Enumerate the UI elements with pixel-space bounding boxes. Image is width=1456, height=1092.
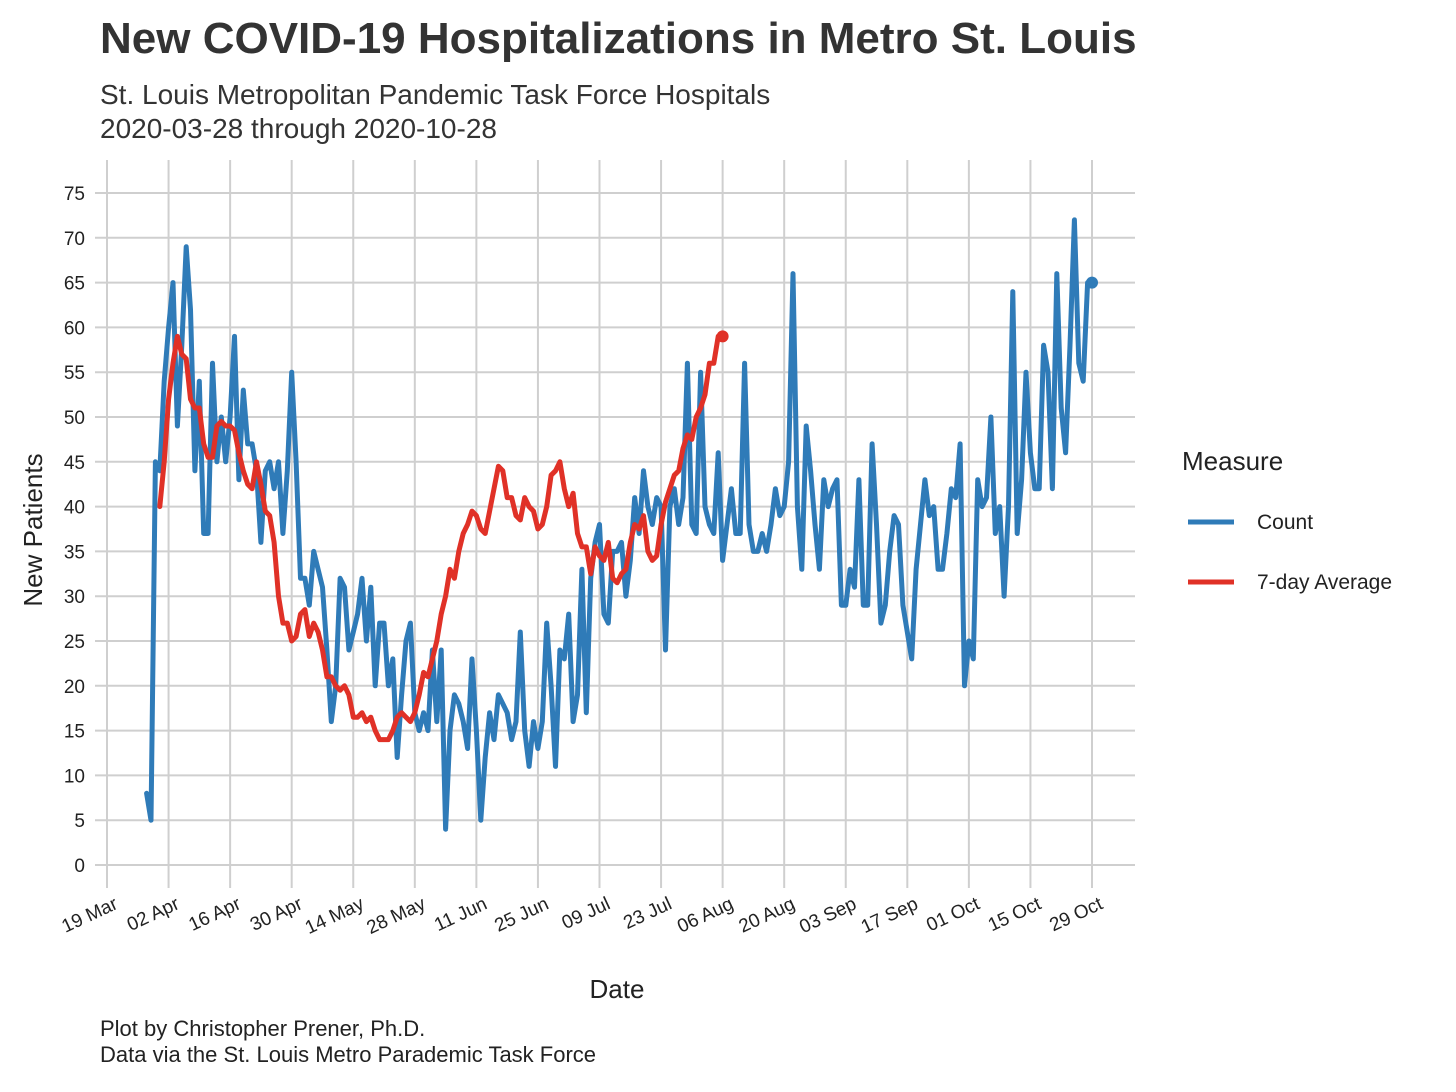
y-tick-label-75: 75 xyxy=(64,184,85,205)
y-tick-label-45: 45 xyxy=(64,453,85,474)
y-axis-ticks: 0 5 10 15 20 25 30 35 40 45 50 55 60 65 70 75 xyxy=(64,184,85,877)
series-line-count xyxy=(144,217,1095,832)
y-tick-label-35: 35 xyxy=(64,542,85,563)
x-tick-label-12: 03 Sep xyxy=(796,893,859,937)
grid-lines xyxy=(95,160,1135,888)
x-tick-label-8: 09 Jul xyxy=(559,893,614,933)
x-axis-title: Date xyxy=(590,974,645,1004)
y-tick-label-15: 15 xyxy=(64,722,85,743)
x-tick-label-5: 28 May xyxy=(364,893,430,939)
y-tick-label-0: 0 xyxy=(74,856,85,877)
x-tick-label-16: 29 Oct xyxy=(1046,893,1106,936)
x-tick-label-9: 23 Jul xyxy=(620,893,675,933)
series-layer xyxy=(144,217,1098,832)
legend-label-7-day-average: 7-day Average xyxy=(1257,571,1392,594)
x-tick-label-4: 14 May xyxy=(302,893,368,939)
y-tick-label-50: 50 xyxy=(64,408,85,429)
x-tick-label-14: 01 Oct xyxy=(923,893,983,936)
x-tick-label-7: 25 Jun xyxy=(491,893,552,936)
x-tick-label-3: 30 Apr xyxy=(247,893,306,936)
y-tick-label-60: 60 xyxy=(64,318,85,339)
subtitle-line-2: 2020-03-28 through 2020-10-28 xyxy=(100,113,497,144)
y-axis-title: New Patients xyxy=(18,453,48,606)
series-endpoint-count xyxy=(1086,276,1098,289)
x-tick-label-15: 15 Oct xyxy=(985,893,1045,936)
caption-line-1: Plot by Christopher Prener, Ph.D. xyxy=(100,1016,426,1041)
y-tick-label-10: 10 xyxy=(64,766,85,787)
x-tick-label-10: 06 Aug xyxy=(674,893,737,937)
legend-label-count: Count xyxy=(1257,511,1313,534)
x-tick-label-6: 11 Jun xyxy=(431,893,490,936)
chart-subtitle: St. Louis Metropolitan Pandemic Task For… xyxy=(100,78,770,146)
subtitle-line-1: St. Louis Metropolitan Pandemic Task For… xyxy=(100,79,771,110)
y-tick-label-5: 5 xyxy=(74,811,85,832)
x-tick-label-2: 16 Apr xyxy=(186,893,245,936)
x-tick-label-0: 19 Mar xyxy=(59,893,122,937)
x-tick-label-13: 17 Sep xyxy=(858,893,921,937)
chart-caption: Plot by Christopher Prener, Ph.D. Data v… xyxy=(100,1016,596,1068)
legend: Measure Count 7-day Average xyxy=(1182,446,1392,594)
y-tick-label-55: 55 xyxy=(64,363,85,384)
y-tick-label-40: 40 xyxy=(64,498,85,519)
x-tick-label-1: 02 Apr xyxy=(124,893,183,936)
caption-line-2: Data via the St. Louis Metro Parademic T… xyxy=(100,1042,597,1067)
y-tick-label-25: 25 xyxy=(64,632,85,653)
y-tick-label-20: 20 xyxy=(64,677,85,698)
legend-title: Measure xyxy=(1182,446,1283,476)
y-tick-label-65: 65 xyxy=(64,274,85,295)
series-line-7-day-average xyxy=(157,333,726,743)
chart-title: New COVID-19 Hospitalizations in Metro S… xyxy=(100,14,1137,63)
y-tick-label-70: 70 xyxy=(64,229,85,250)
series-endpoint-7-day-average xyxy=(716,330,729,343)
x-tick-label-11: 20 Aug xyxy=(736,893,799,937)
y-tick-label-30: 30 xyxy=(64,587,85,608)
